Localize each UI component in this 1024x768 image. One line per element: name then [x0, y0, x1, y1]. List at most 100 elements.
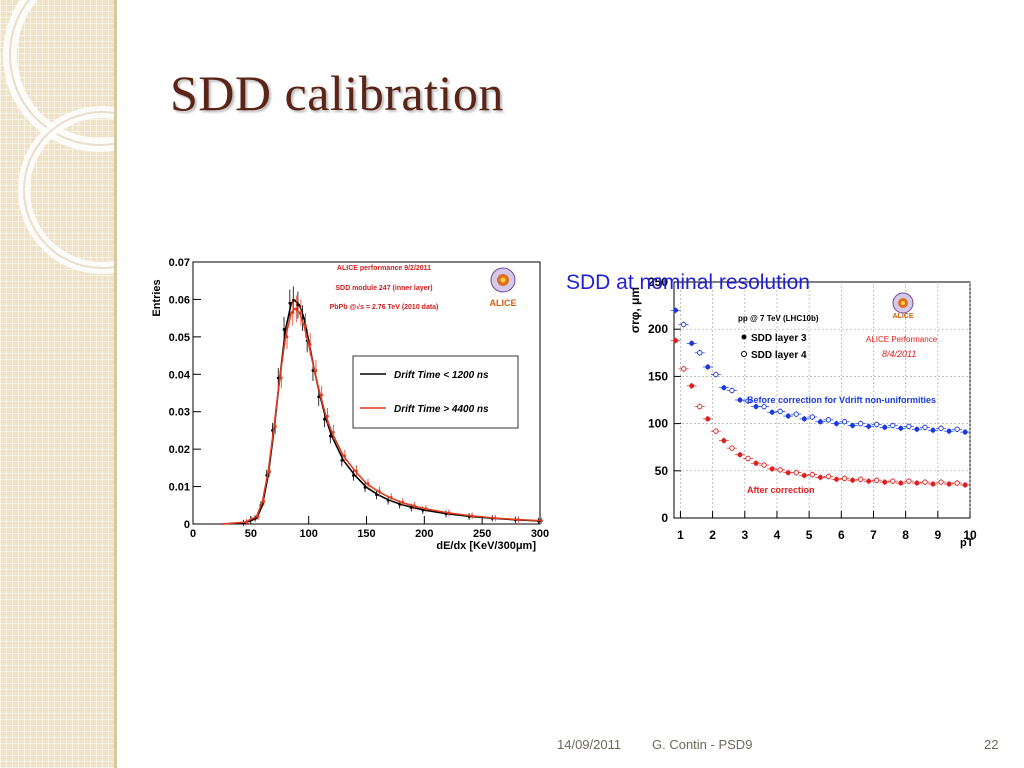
- resolution-data-point: [809, 414, 815, 420]
- decorative-rings-icon: [3, 0, 114, 274]
- resolution-x-tick-label: 6: [838, 528, 845, 542]
- resolution-data-point: [705, 416, 711, 422]
- resolution-data-point: [914, 426, 920, 432]
- resolution-data-point: [914, 480, 920, 486]
- resolution-x-tick-label: 2: [709, 528, 716, 542]
- resolution-data-point: [825, 473, 832, 480]
- resolution-data-point: [761, 462, 767, 468]
- dedx-data-point: [412, 504, 416, 508]
- dedx-data-point: [323, 417, 326, 421]
- resolution-x-ticks: 1 2 3 4 5 6 7 8 9 10: [677, 511, 977, 542]
- resolution-data-point: [673, 338, 679, 343]
- slide-title: SDD calibration: [170, 65, 504, 121]
- dedx-x-tick-label: 0: [190, 528, 196, 540]
- dedx-data-point: [285, 335, 289, 339]
- resolution-y-tick-label: 100: [648, 417, 668, 431]
- resolution-x-tick-label: 8: [902, 528, 909, 542]
- dedx-y-tick-label: 0.01: [169, 482, 190, 494]
- decorative-sidebar: [0, 0, 114, 768]
- dedx-y-tick-label: 0.04: [169, 369, 191, 381]
- resolution-data-point: [857, 420, 864, 427]
- dedx-data-point: [314, 369, 318, 372]
- resolution-annotation-2: ALICE Performance: [866, 335, 938, 344]
- resolution-data-point: [857, 476, 864, 482]
- dedx-data-point: [447, 511, 451, 515]
- dedx-y-tick-label: 0.06: [169, 294, 190, 306]
- dedx-data-point: [409, 506, 413, 509]
- dedx-data-point: [470, 514, 474, 518]
- resolution-data-point: [777, 408, 783, 414]
- dedx-chart: 0 50 100 150 200 250 300 0 0.01 0.02 0.03 0.04 0.05…: [148, 250, 552, 556]
- dedx-data-point: [320, 393, 324, 397]
- resolution-data-point: [729, 445, 735, 451]
- dedx-data-point: [262, 500, 266, 503]
- dedx-x-tick-label: 150: [357, 528, 375, 540]
- resolution-data-point: [906, 423, 912, 430]
- footer-author: G. Contin - PSD9: [652, 737, 753, 752]
- resolution-data-point: [681, 321, 687, 328]
- dedx-data-point: [279, 376, 283, 380]
- dedx-x-tick-label: 200: [415, 528, 433, 540]
- dedx-data-point: [375, 493, 378, 497]
- sidebar-divider: [114, 0, 117, 768]
- dedx-x-tick-label: 100: [299, 528, 317, 540]
- resolution-data-point: [882, 424, 888, 430]
- resolution-x-tick-label: 3: [741, 528, 748, 542]
- resolution-y-ticks: 0 50 100 150 200 250: [648, 275, 681, 525]
- dedx-data-point: [328, 434, 332, 438]
- resolution-data-point: [954, 480, 960, 486]
- dedx-y-ticks: 0 0.01 0.02 0.03 0.04 0.05 0.06 0.07: [169, 257, 201, 531]
- resolution-data-point: [962, 482, 968, 488]
- resolution-data-point: [801, 473, 807, 478]
- resolution-data-point: [850, 423, 856, 428]
- dedx-data-point: [363, 485, 367, 489]
- resolution-ylabel: σrφ, μm: [628, 287, 642, 333]
- resolution-annotation-4: Before correction for Vdrift non-uniform…: [747, 395, 936, 405]
- resolution-data-point: [721, 438, 727, 444]
- resolution-data-point: [689, 383, 695, 389]
- dedx-data-point: [296, 303, 300, 307]
- resolution-data-point: [962, 429, 968, 435]
- resolution-data-point: [713, 428, 719, 434]
- resolution-data-point: [841, 419, 848, 425]
- resolution-data-point: [745, 398, 751, 404]
- resolution-x-tick-label: 10: [963, 528, 977, 542]
- dedx-data-point: [424, 507, 428, 511]
- resolution-data-point: [841, 475, 848, 482]
- dedx-annotation-1: ALICE performance 9/2/2011: [337, 265, 431, 272]
- resolution-data-point: [922, 479, 928, 485]
- resolution-data-point: [922, 424, 928, 431]
- alice-logo-text: ALICE: [893, 313, 914, 320]
- dedx-y-tick-label: 0.07: [169, 257, 190, 269]
- resolution-legend: SDD layer 3 SDD layer 4: [741, 333, 807, 361]
- dedx-y-tick-label: 0.02: [169, 444, 190, 456]
- dedx-x-tick-label: 300: [531, 528, 549, 540]
- dedx-data-point: [493, 516, 497, 520]
- dedx-data-point: [308, 342, 312, 346]
- resolution-data-point: [882, 479, 888, 485]
- dedx-x-tick-label: 50: [245, 528, 257, 540]
- resolution-x-tick-label: 1: [677, 528, 684, 542]
- resolution-data-point: [769, 409, 775, 415]
- resolution-data-point: [874, 477, 880, 483]
- dedx-legend: Drift Time < 1200 ns Drift Time > 4400 n…: [352, 355, 519, 429]
- resolution-data-point: [954, 426, 960, 432]
- dedx-data-point: [268, 470, 272, 473]
- resolution-data-point: [930, 481, 936, 487]
- resolution-data-point: [866, 478, 872, 484]
- dedx-data-point: [398, 503, 402, 506]
- dedx-data-point: [389, 496, 393, 499]
- resolution-data-point: [946, 428, 952, 434]
- overlay-label: SDD at nominal resolution: [566, 271, 810, 294]
- dedx-series-line-2: [221, 307, 541, 525]
- resolution-chart: 1 2 3 4 5 6 7 8 9 10 0 50 100 150 200 250 σrφ, μm pT p…: [614, 270, 984, 562]
- resolution-data-point: [761, 403, 767, 410]
- resolution-data-point: [866, 423, 872, 429]
- resolution-data-point: [938, 479, 944, 485]
- resolution-data-point: [713, 371, 719, 378]
- resolution-annotation-1: pp @ 7 TeV (LHC10b): [738, 314, 819, 323]
- resolution-data-point: [930, 427, 936, 433]
- resolution-y-tick-label: 50: [655, 464, 669, 478]
- dedx-ylabel: Entries: [151, 279, 163, 316]
- dedx-xlabel: dE/dx [KeV/300μm]: [436, 540, 536, 552]
